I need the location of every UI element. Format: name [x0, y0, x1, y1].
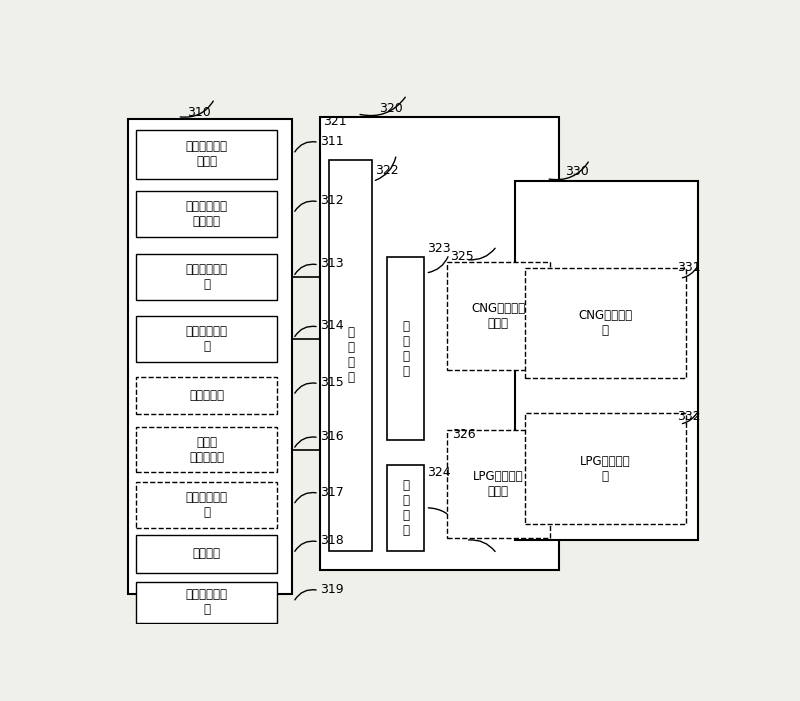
FancyBboxPatch shape — [136, 130, 278, 179]
FancyBboxPatch shape — [320, 116, 558, 570]
Text: 321: 321 — [323, 116, 347, 128]
Text: 氧传感器: 氧传感器 — [193, 547, 221, 560]
FancyBboxPatch shape — [136, 376, 278, 414]
FancyBboxPatch shape — [136, 191, 278, 237]
Text: 故
障
诊
断: 故 障 诊 断 — [402, 479, 409, 537]
Text: 电子节气门位
置传感器: 电子节气门位 置传感器 — [186, 200, 228, 228]
FancyBboxPatch shape — [525, 268, 686, 379]
FancyBboxPatch shape — [447, 262, 550, 370]
FancyBboxPatch shape — [525, 414, 686, 524]
Text: 332: 332 — [677, 409, 700, 423]
Text: 311: 311 — [320, 135, 344, 148]
FancyBboxPatch shape — [387, 465, 424, 551]
Text: 通
知
单
元: 通 知 单 元 — [402, 320, 409, 378]
Text: 312: 312 — [320, 194, 344, 207]
Text: 电源电压采集
器: 电源电压采集 器 — [186, 491, 228, 519]
FancyBboxPatch shape — [128, 119, 292, 594]
FancyBboxPatch shape — [136, 316, 278, 362]
Text: 326: 326 — [452, 428, 476, 442]
FancyBboxPatch shape — [447, 430, 550, 538]
Text: 判
定
单
元: 判 定 单 元 — [347, 327, 354, 384]
Text: 319: 319 — [320, 583, 344, 596]
Text: 330: 330 — [566, 165, 590, 178]
Text: 331: 331 — [677, 261, 700, 274]
Text: 发动机
转速传感器: 发动机 转速传感器 — [189, 435, 224, 463]
Text: 燃料选择采集
器: 燃料选择采集 器 — [186, 588, 228, 616]
Text: CNG闭环执行
器模块: CNG闭环执行 器模块 — [471, 302, 526, 330]
Text: CNG闭环执行
器: CNG闭环执行 器 — [578, 309, 632, 337]
Text: 324: 324 — [427, 466, 451, 479]
Text: 油门踏板位置
传感器: 油门踏板位置 传感器 — [186, 140, 228, 168]
Text: 317: 317 — [320, 486, 344, 498]
Text: 320: 320 — [379, 102, 403, 115]
Text: 313: 313 — [320, 257, 344, 271]
Text: 310: 310 — [187, 106, 211, 118]
Text: 322: 322 — [374, 164, 398, 177]
Text: 323: 323 — [427, 243, 451, 255]
Text: 325: 325 — [450, 250, 474, 264]
Text: 314: 314 — [320, 320, 344, 332]
Text: 316: 316 — [320, 430, 344, 443]
FancyBboxPatch shape — [136, 535, 278, 573]
Text: 水温传感器: 水温传感器 — [189, 389, 224, 402]
FancyBboxPatch shape — [387, 257, 424, 440]
FancyBboxPatch shape — [136, 582, 278, 622]
Text: 进气压力传感
器: 进气压力传感 器 — [186, 263, 228, 291]
Text: 318: 318 — [320, 534, 344, 547]
FancyBboxPatch shape — [136, 254, 278, 300]
Text: LPG闭环执行
器: LPG闭环执行 器 — [580, 455, 630, 483]
Text: 进气温度传感
器: 进气温度传感 器 — [186, 325, 228, 353]
FancyBboxPatch shape — [515, 182, 698, 540]
Text: LPG闭环执行
器模块: LPG闭环执行 器模块 — [473, 470, 524, 498]
Text: 315: 315 — [320, 376, 344, 389]
FancyBboxPatch shape — [330, 160, 371, 551]
FancyBboxPatch shape — [136, 427, 278, 472]
FancyBboxPatch shape — [136, 482, 278, 528]
